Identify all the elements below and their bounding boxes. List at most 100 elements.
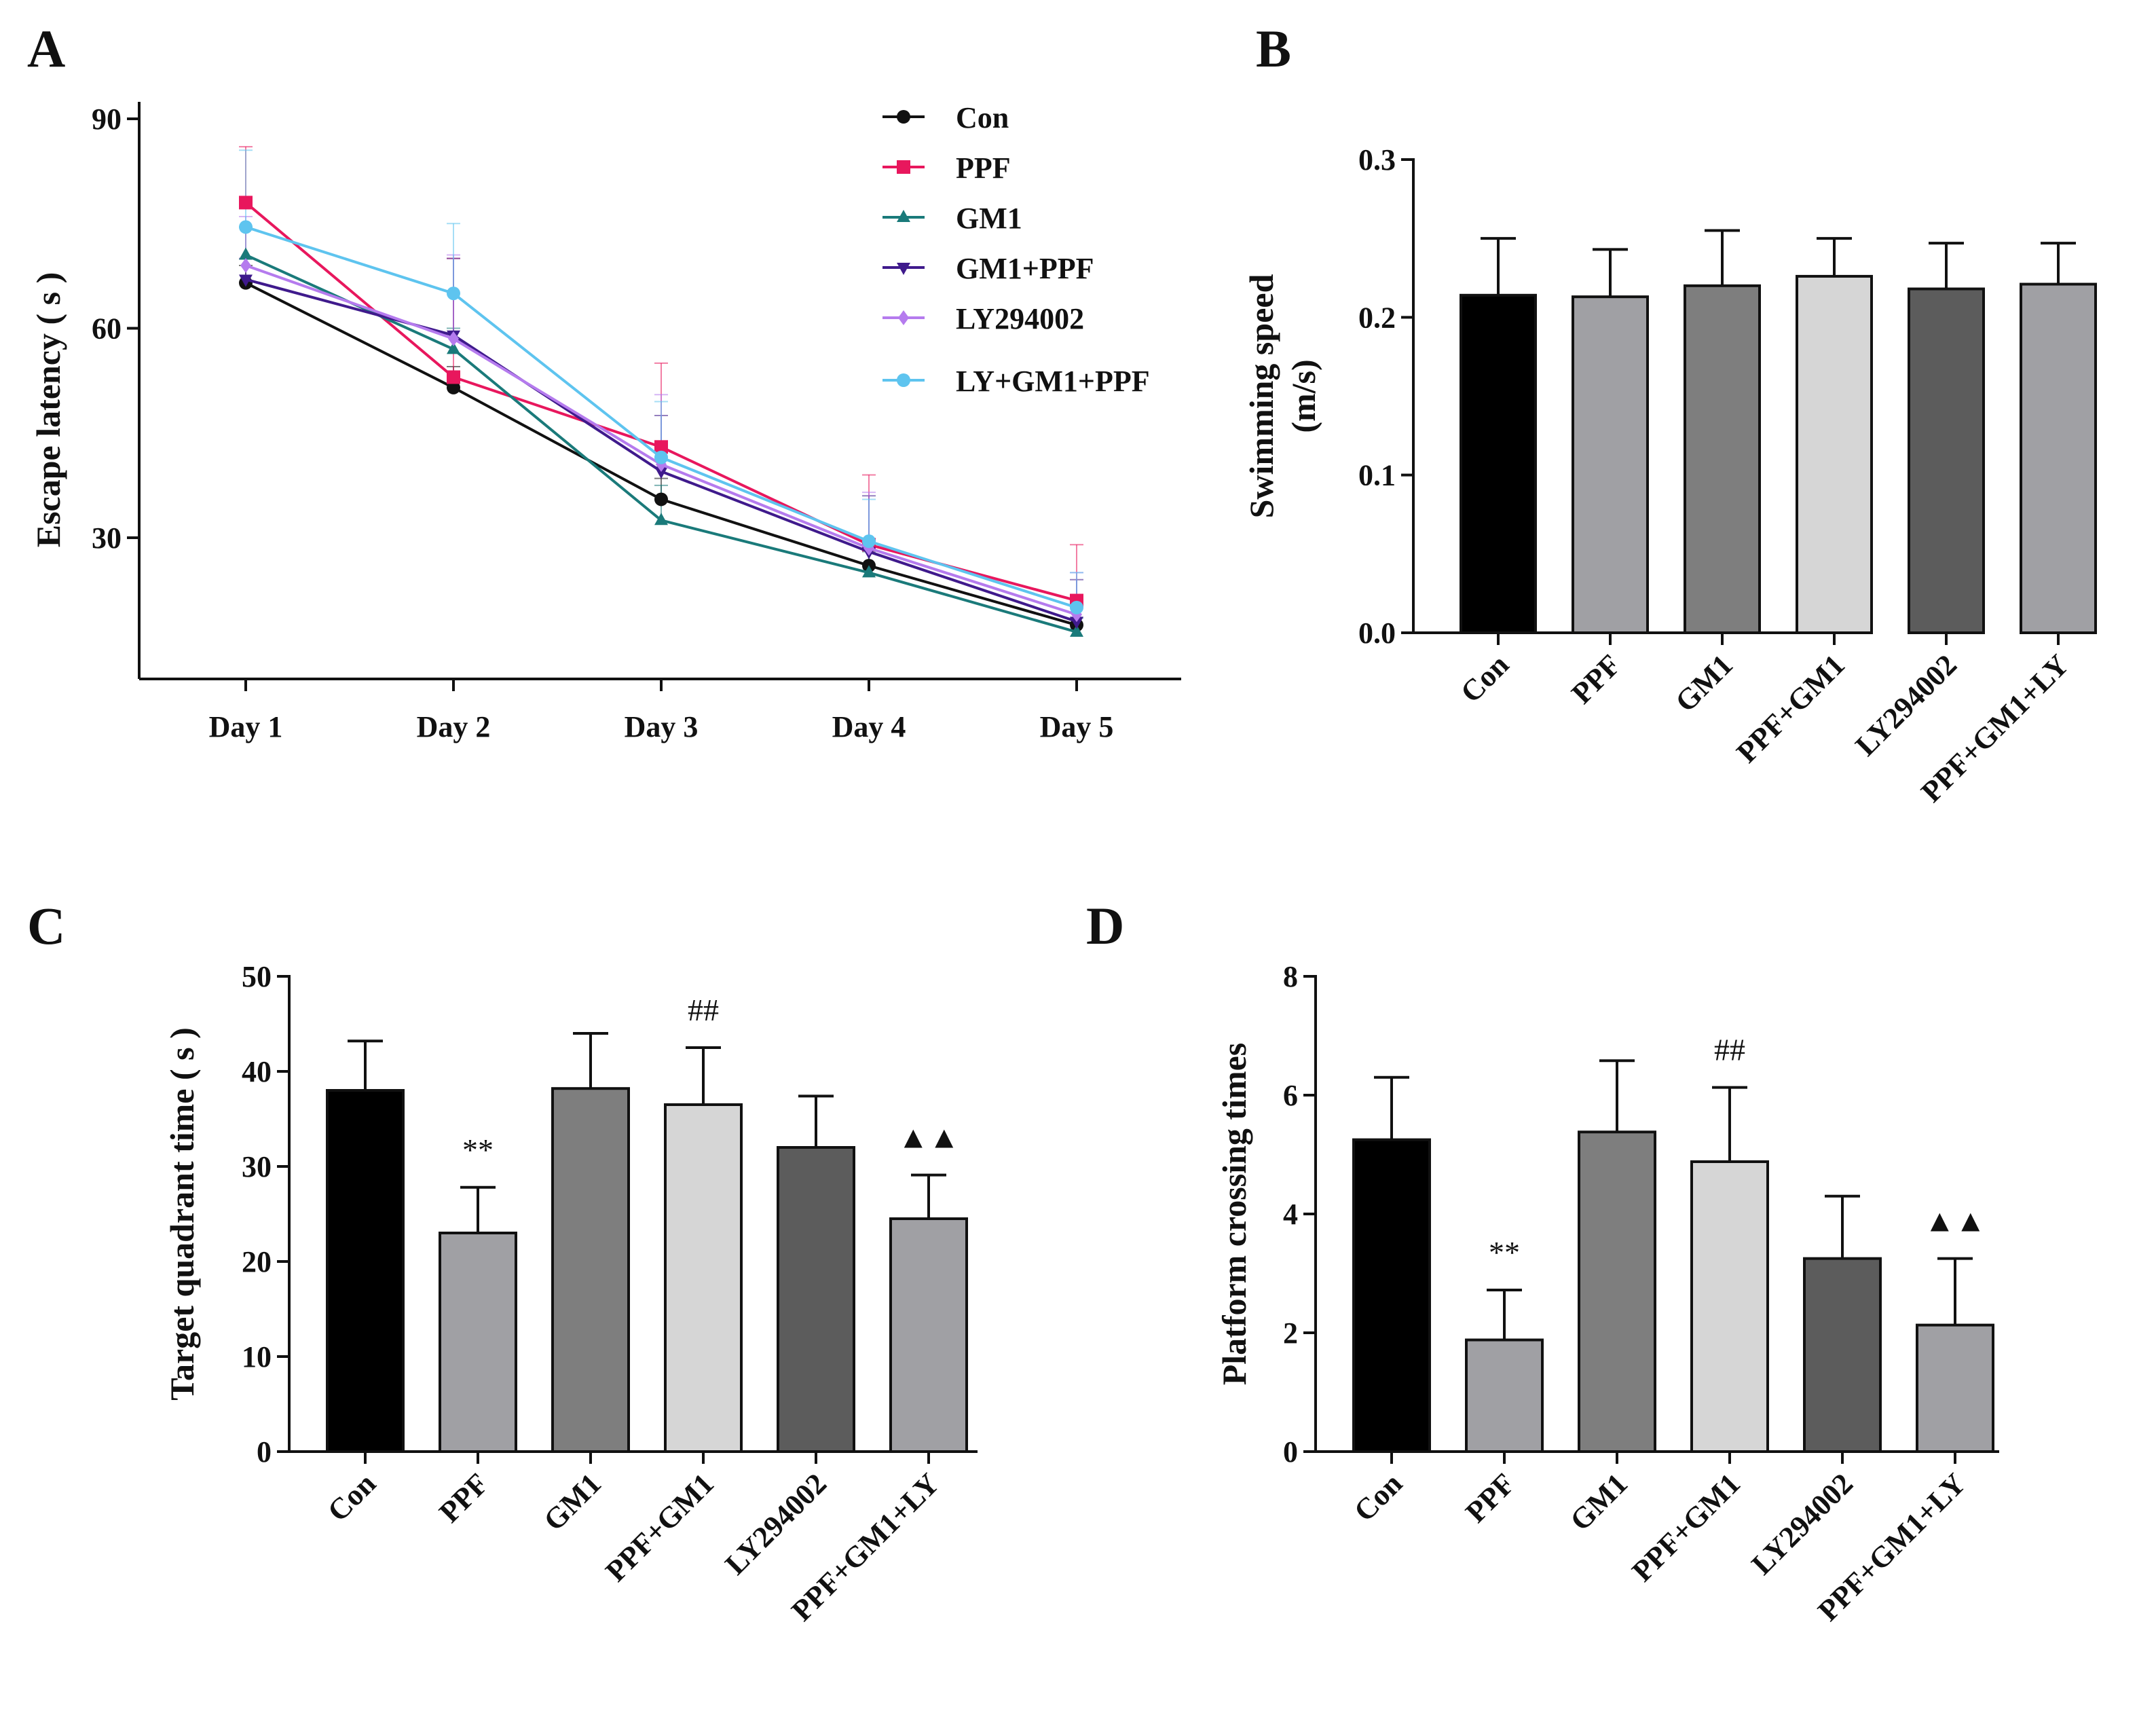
y-tick-label: 0.0 <box>1358 616 1396 650</box>
y-tick-label: 8 <box>1283 960 1298 993</box>
legend: Con PPF GM1 GM1+PPF LY294002 LY+GM1+PPF <box>882 101 1150 398</box>
x-tick-label: PPF <box>1565 648 1627 710</box>
y-tick-label: 2 <box>1283 1316 1298 1350</box>
x-tick-label: PPF <box>1459 1467 1521 1529</box>
legend-marker <box>897 110 910 124</box>
data-point <box>654 513 668 526</box>
bar-con <box>326 1089 405 1453</box>
panel-label-c: C <box>27 896 65 955</box>
legend-marker <box>897 160 910 174</box>
panel-a-line-chart: 30 60 90 Day 1 Day 2 Day 3 Day 4 Day 5 Escape la… <box>29 101 1181 743</box>
bar-ly294002 <box>1908 287 1985 634</box>
significance-mark: ## <box>688 993 719 1027</box>
legend-label: LY+GM1+PPF <box>956 365 1150 398</box>
significance-mark: ▲▲ <box>1924 1204 1986 1238</box>
bar-ppf-gm1 <box>1796 274 1873 634</box>
data-point <box>447 287 460 301</box>
bar-gm1 <box>1578 1130 1656 1453</box>
x-tick-label: Day 1 <box>209 710 283 743</box>
bar-ly294002 <box>777 1146 855 1453</box>
data-point <box>240 257 251 273</box>
x-tick-label: Day 2 <box>417 710 491 743</box>
legend-marker <box>897 210 910 222</box>
panel-label-a: A <box>27 19 65 78</box>
data-point <box>654 440 668 454</box>
x-tick-label: PPF+GM1 <box>1730 648 1852 769</box>
bar-ppf-gm1-ly <box>1916 1323 1994 1453</box>
data-point <box>447 380 460 394</box>
x-tick-label: Day 5 <box>1040 710 1114 743</box>
y-tick-label: 40 <box>242 1055 272 1088</box>
bar-ppf <box>439 1232 517 1453</box>
data-point <box>447 370 460 384</box>
y-tick-label: 0 <box>1283 1435 1298 1469</box>
bar-ly294002 <box>1803 1257 1882 1453</box>
x-tick-label: GM1 <box>1563 1467 1634 1537</box>
data-point <box>239 196 253 210</box>
data-point <box>239 274 253 287</box>
y-tick-label: 0.2 <box>1358 301 1396 334</box>
y-axis-title: Platform crossing times <box>1215 1043 1253 1386</box>
legend-marker <box>897 373 910 387</box>
y-tick-label: 0.3 <box>1358 143 1396 177</box>
data-point <box>654 492 668 506</box>
x-tick-label: Con <box>1348 1467 1409 1528</box>
x-tick-label: PPF+GM1 <box>1626 1467 1747 1588</box>
bar-gm1 <box>551 1087 630 1453</box>
data-point <box>654 466 668 479</box>
legend-label: LY294002 <box>956 302 1084 335</box>
bar-ppf-gm1-ly <box>2020 282 2097 634</box>
legend-label: GM1 <box>956 202 1022 235</box>
y-tick-label: 6 <box>1283 1079 1298 1112</box>
data-point <box>447 342 460 354</box>
x-tick-label: GM1 <box>537 1467 608 1537</box>
data-point <box>862 565 876 578</box>
bar-ppf-gm1-ly <box>889 1217 968 1453</box>
y-tick-label: 20 <box>242 1245 272 1278</box>
bar-ppf-gm1 <box>664 1103 743 1453</box>
x-tick-label: PPF+GM1 <box>599 1467 721 1588</box>
y-tick-label: 30 <box>242 1150 272 1183</box>
x-tick-label: Con <box>1454 648 1515 709</box>
legend-marker <box>897 263 910 275</box>
significance-mark: ▲▲ <box>897 1120 959 1155</box>
y-tick-label: 0 <box>257 1435 272 1469</box>
y-axis-title-line: (m/s) <box>1284 359 1322 432</box>
x-tick-label: Con <box>321 1467 382 1528</box>
y-tick-label: 60 <box>92 312 122 346</box>
y-tick-label: 90 <box>92 103 122 136</box>
x-tick-label: Day 3 <box>625 710 699 743</box>
x-tick-label: PPF <box>432 1467 495 1529</box>
y-tick-label: 50 <box>242 960 272 993</box>
x-tick-label: LY294002 <box>1849 648 1963 762</box>
data-point <box>1070 600 1083 614</box>
bar-ppf-gm1 <box>1690 1160 1769 1453</box>
y-tick-label: 0.1 <box>1358 459 1396 492</box>
x-tick-label: Day 4 <box>832 710 906 743</box>
y-tick-label: 4 <box>1283 1198 1298 1231</box>
data-point <box>239 247 253 260</box>
x-tick-label: LY294002 <box>1745 1467 1859 1581</box>
y-axis-title: Swimming speed (m/s) <box>1242 274 1322 518</box>
data-point <box>448 331 459 346</box>
data-point <box>654 450 668 464</box>
significance-mark: ** <box>1489 1235 1520 1270</box>
legend-label: Con <box>956 101 1009 134</box>
y-axis-title: Target quadrant time ( s ) <box>163 1027 201 1401</box>
bar-con <box>1352 1138 1431 1453</box>
y-axis-title-line: Swimming speed <box>1242 274 1280 518</box>
bar-ppf <box>1465 1338 1544 1453</box>
x-tick-label: GM1 <box>1669 648 1739 718</box>
panel-label-b: B <box>1256 19 1291 78</box>
x-tick-label: LY294002 <box>719 1467 833 1581</box>
legend-label: GM1+PPF <box>956 252 1094 285</box>
legend-label: PPF <box>956 151 1011 185</box>
y-tick-label: 30 <box>92 521 122 555</box>
significance-mark: ## <box>1714 1033 1745 1067</box>
series-ly-gm1-ppf <box>239 220 1083 614</box>
data-point <box>1070 616 1083 629</box>
